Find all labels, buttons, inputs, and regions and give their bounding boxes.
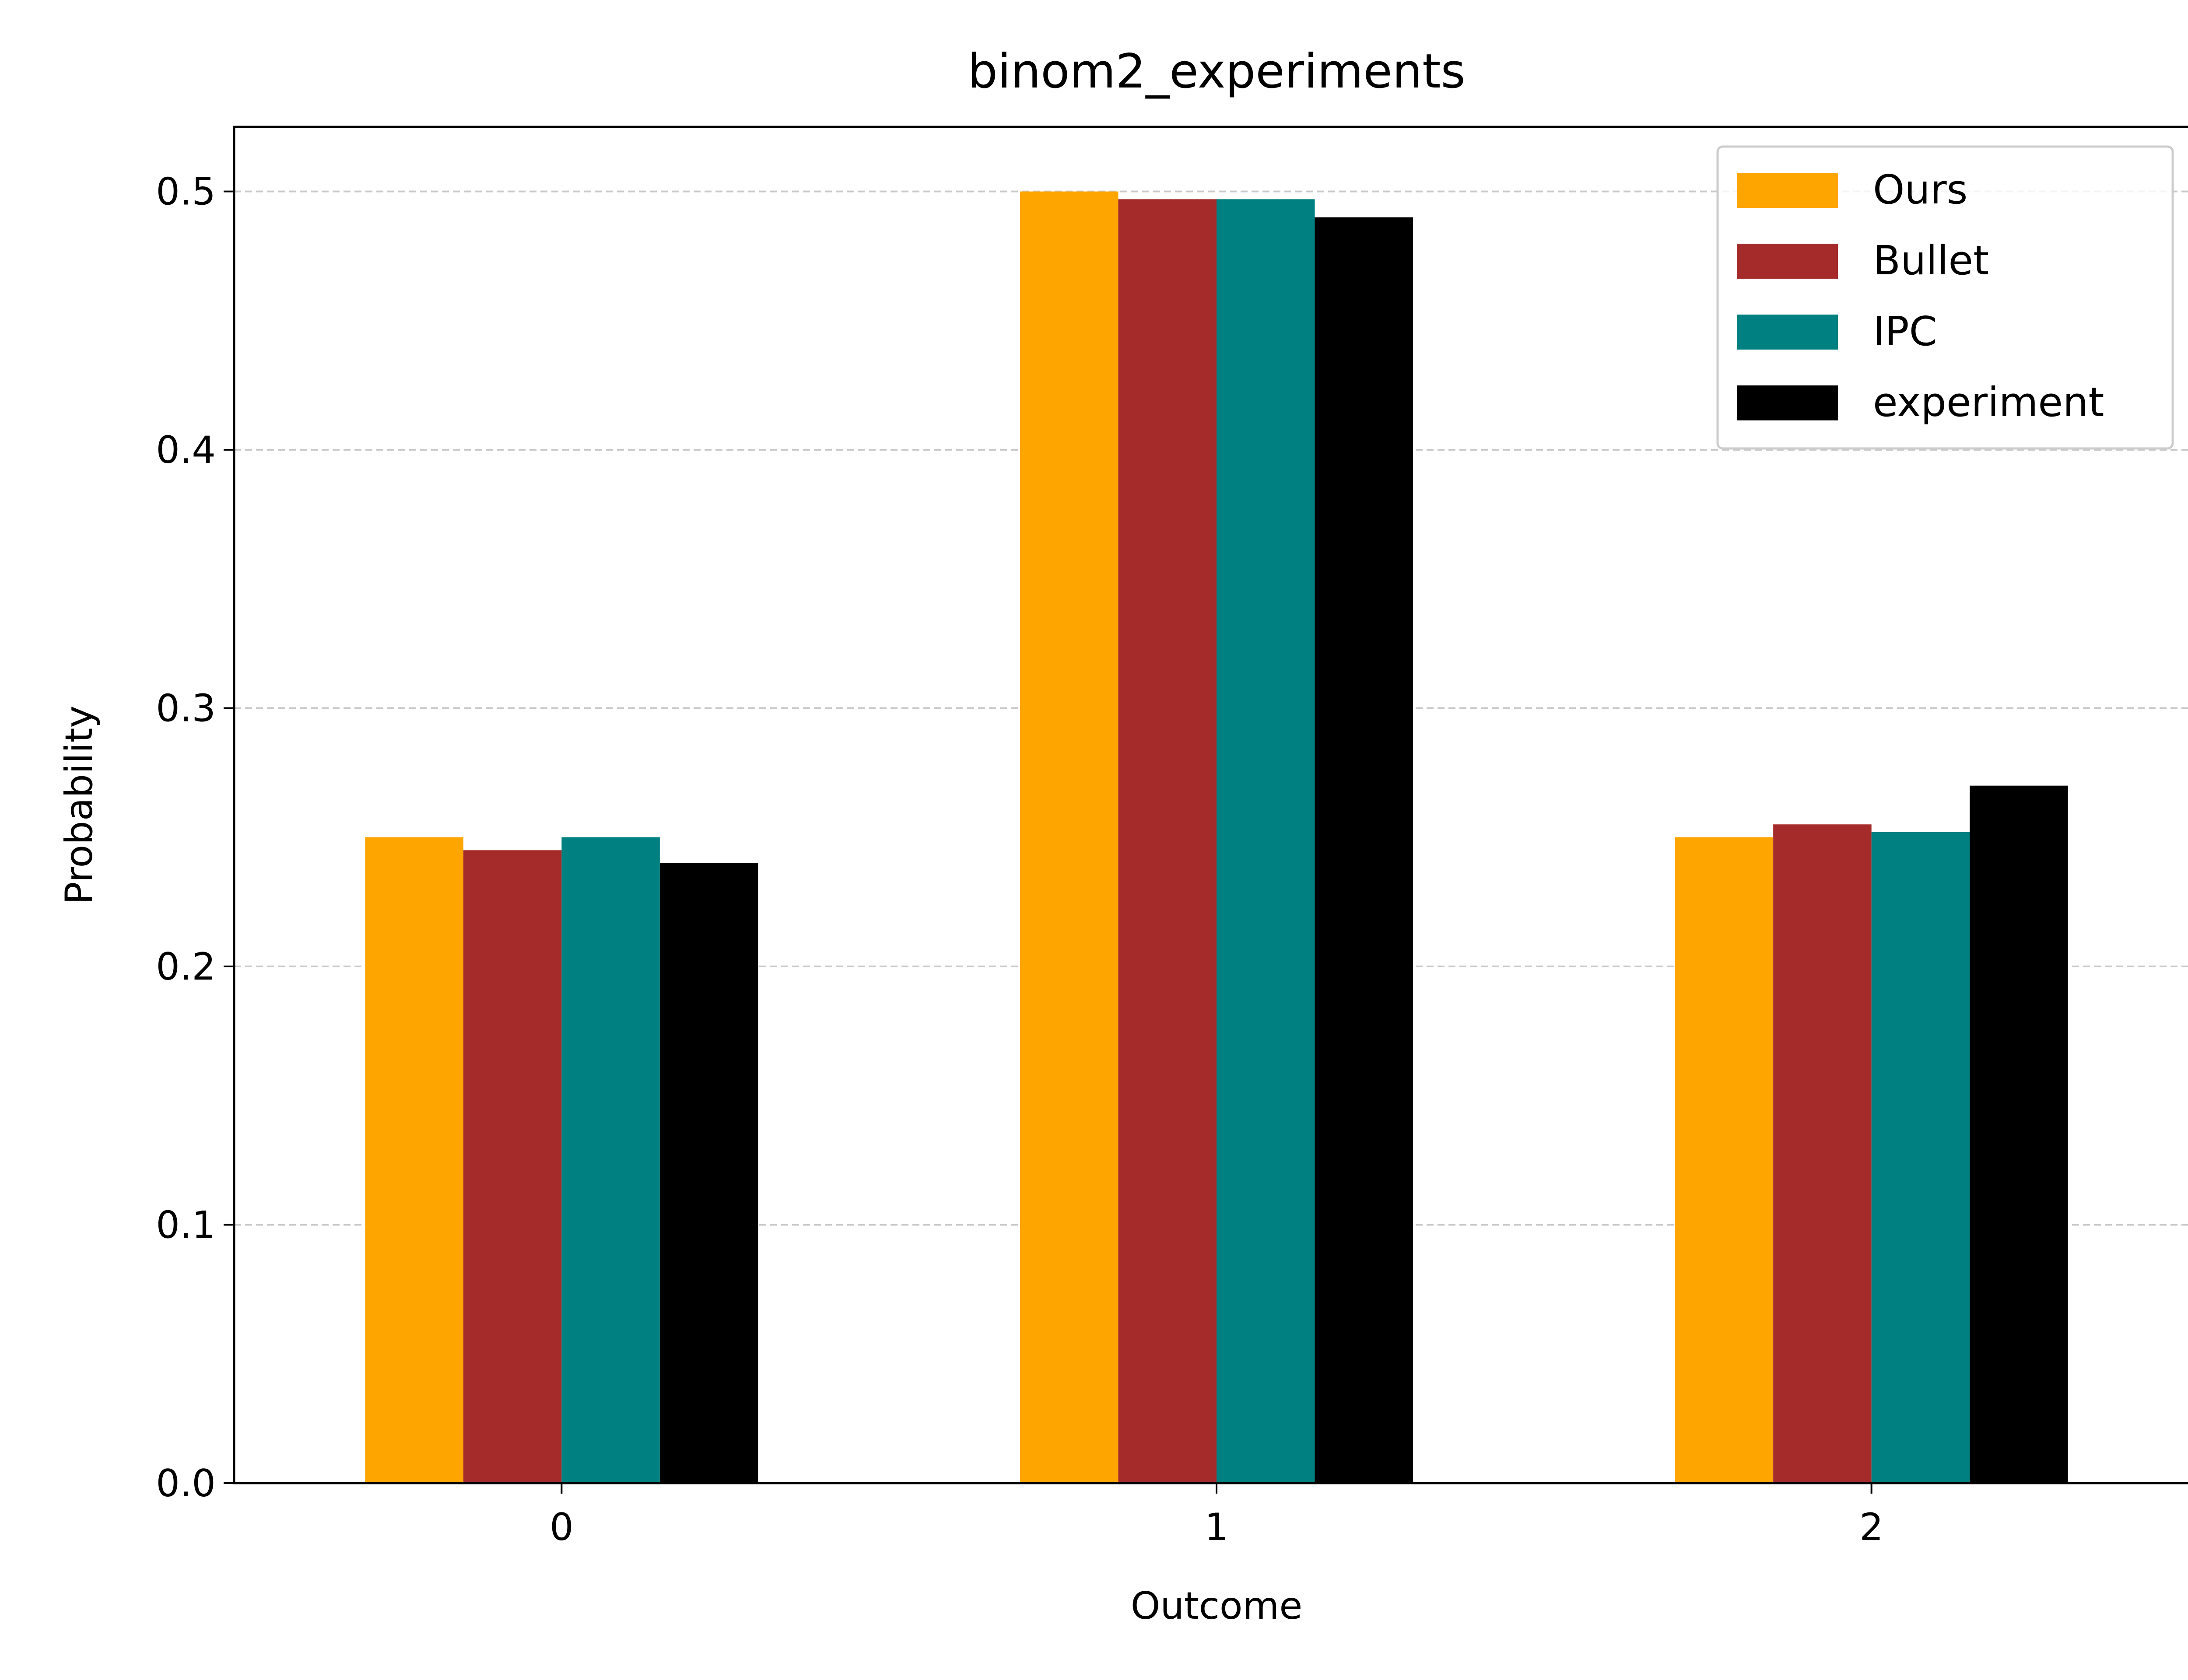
bar-experiment-1	[1315, 217, 1413, 1483]
x-axis-label: Outcome	[1131, 1584, 1303, 1628]
legend-swatch-bullet	[1737, 244, 1838, 279]
bars	[365, 191, 2068, 1484]
y-tick-label: 0.5	[156, 170, 216, 214]
y-tick-label: 0.3	[156, 687, 216, 731]
legend-label-ours: Ours	[1873, 166, 1967, 213]
legend-swatch-ours	[1737, 173, 1838, 208]
bar-ipc-0	[561, 837, 660, 1483]
y-axis-label: Probability	[57, 706, 101, 905]
y-tick-label: 0.1	[156, 1204, 216, 1247]
bar-bullet-0	[463, 850, 562, 1483]
bar-ipc-2	[1871, 832, 1970, 1483]
y-tick-label: 0.0	[156, 1462, 216, 1505]
bar-experiment-0	[659, 863, 758, 1483]
x-tick-label: 0	[550, 1505, 574, 1549]
x-tick-label: 1	[1205, 1505, 1229, 1549]
bar-ipc-1	[1217, 199, 1315, 1484]
legend: Ours Bullet IPC experiment	[1716, 145, 2174, 450]
legend-swatch-ipc	[1737, 315, 1838, 350]
legend-label-ipc: IPC	[1873, 308, 1937, 355]
bar-ours-1	[1020, 191, 1119, 1483]
bar-bullet-1	[1118, 199, 1217, 1484]
chart-title: binom2_experiments	[968, 44, 1466, 99]
bar-ours-2	[1675, 837, 1774, 1483]
bar-ours-0	[365, 837, 463, 1483]
bar-bullet-2	[1773, 824, 1872, 1483]
legend-swatch-experiment	[1737, 385, 1838, 420]
bar-experiment-2	[1970, 785, 2068, 1483]
legend-label-experiment: experiment	[1873, 379, 2104, 426]
y-axis-ticks: 0.0 0.1 0.2 0.3 0.4 0.5	[156, 170, 234, 1505]
y-tick-label: 0.4	[156, 428, 216, 472]
x-axis-ticks: 0 1 2	[550, 1483, 1883, 1549]
x-tick-label: 2	[1859, 1505, 1883, 1549]
legend-box	[1716, 145, 2174, 450]
y-tick-label: 0.2	[156, 945, 216, 989]
legend-label-bullet: Bullet	[1873, 237, 1989, 284]
